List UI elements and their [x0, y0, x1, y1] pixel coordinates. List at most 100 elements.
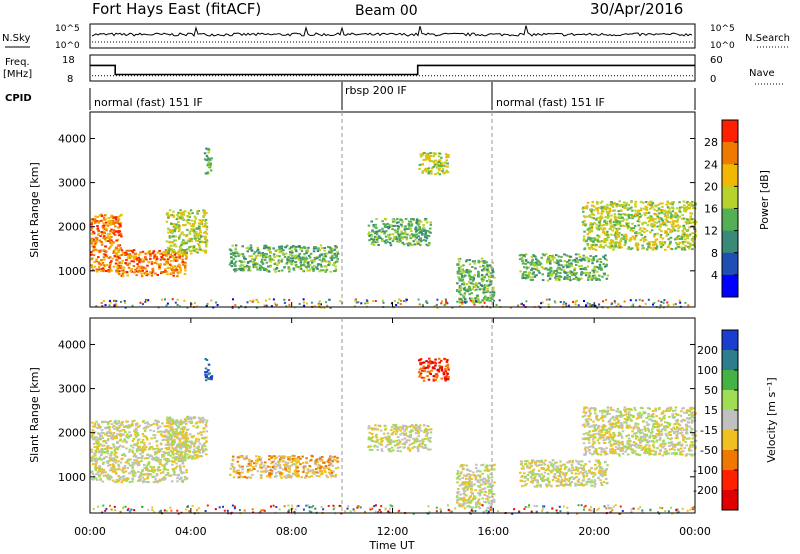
power-cell	[298, 258, 301, 261]
power-cell	[259, 268, 262, 271]
velocity-cell	[289, 476, 292, 479]
power-cell	[268, 259, 271, 262]
velocity-cell	[91, 434, 94, 436]
velocity-cell	[198, 417, 201, 419]
power-cell	[460, 299, 464, 302]
power-cell	[184, 257, 188, 260]
power-cell	[630, 227, 633, 230]
power-cell	[630, 238, 633, 241]
velocity-cell	[181, 462, 184, 465]
velocity-cell	[113, 467, 116, 470]
power-cell	[104, 218, 108, 221]
power-cell	[660, 218, 664, 221]
power-cell	[672, 207, 675, 210]
power-cell	[178, 234, 182, 237]
power-cell	[261, 262, 264, 265]
power-cell	[108, 233, 112, 236]
power-cell	[289, 251, 292, 254]
power-cell	[145, 274, 148, 277]
power-cell	[118, 223, 121, 225]
velocity-cell	[276, 463, 280, 466]
power-cell	[692, 236, 695, 238]
power-ground-cell	[421, 303, 424, 306]
velocity-cell	[248, 469, 251, 472]
power-cell	[590, 210, 593, 213]
power-cell	[615, 240, 618, 243]
power-cell	[636, 220, 640, 223]
power-cell	[482, 291, 485, 294]
power-ground-cell	[382, 301, 385, 304]
power-cell	[616, 232, 620, 235]
velocity-cell	[134, 433, 137, 436]
power-cell	[655, 245, 659, 248]
velocity-cell	[166, 468, 169, 471]
velocity-cell	[138, 457, 141, 459]
power-cell	[552, 271, 555, 274]
velocity-cell	[159, 425, 162, 428]
power-cell	[611, 203, 614, 206]
power-heatmap	[90, 147, 698, 309]
velocity-cell	[329, 469, 333, 472]
velocity-cell	[162, 454, 166, 457]
power-cell	[639, 227, 642, 230]
power-cell	[457, 258, 461, 261]
power-cell	[318, 258, 322, 261]
power-cell	[662, 221, 666, 224]
power-cell	[658, 202, 662, 205]
velocity-cell	[165, 421, 169, 424]
power-ground-cell	[405, 300, 407, 303]
power-cell	[622, 238, 625, 240]
power-cell	[264, 244, 268, 247]
power-cell	[464, 274, 467, 277]
power-cell	[418, 163, 422, 166]
velocity-cell	[167, 453, 170, 456]
velocity-cell	[285, 465, 288, 468]
power-cell	[661, 223, 664, 226]
power-cell	[202, 231, 206, 234]
power-cell	[93, 240, 96, 243]
power-ground-cell	[652, 303, 654, 306]
power-cell	[653, 224, 656, 226]
power-cell	[660, 217, 663, 220]
velocity-cell	[122, 467, 125, 470]
power-cell	[486, 267, 489, 270]
power-cell	[174, 252, 178, 255]
power-cell	[462, 294, 466, 297]
power-ground-cell	[563, 301, 566, 304]
power-cell	[297, 254, 300, 257]
power-cell	[170, 249, 174, 252]
power-cell	[598, 267, 601, 270]
power-cell	[205, 245, 208, 248]
power-cell	[372, 238, 375, 241]
power-cell	[239, 265, 242, 267]
power-cell	[206, 159, 209, 162]
power-ground-cell	[206, 303, 209, 305]
power-cell	[258, 267, 262, 269]
power-cell	[471, 276, 475, 279]
power-cell	[463, 292, 467, 295]
power-cell	[523, 254, 526, 257]
power-cell	[190, 229, 194, 232]
velocity-cell	[131, 439, 135, 442]
power-ytick-label: 1000	[58, 265, 86, 278]
velocity-cell	[177, 458, 181, 461]
velocity-cell	[114, 459, 117, 462]
velocity-cell	[181, 457, 184, 460]
velocity-cell	[92, 455, 95, 458]
velocity-cell	[126, 420, 129, 423]
power-cell	[410, 218, 413, 221]
power-cell	[578, 258, 582, 261]
power-cell	[280, 245, 283, 248]
velocity-cell	[248, 460, 251, 463]
velocity-cell	[147, 481, 150, 484]
power-cell	[613, 202, 616, 205]
power-cell	[549, 262, 552, 265]
velocity-cell	[192, 445, 196, 448]
power-cell	[293, 245, 296, 248]
velocity-cell	[250, 460, 254, 463]
velocity-cell	[137, 434, 140, 436]
velocity-cell	[112, 458, 116, 461]
power-cell	[123, 251, 127, 254]
power-cell	[334, 245, 337, 248]
power-cell	[103, 237, 107, 240]
